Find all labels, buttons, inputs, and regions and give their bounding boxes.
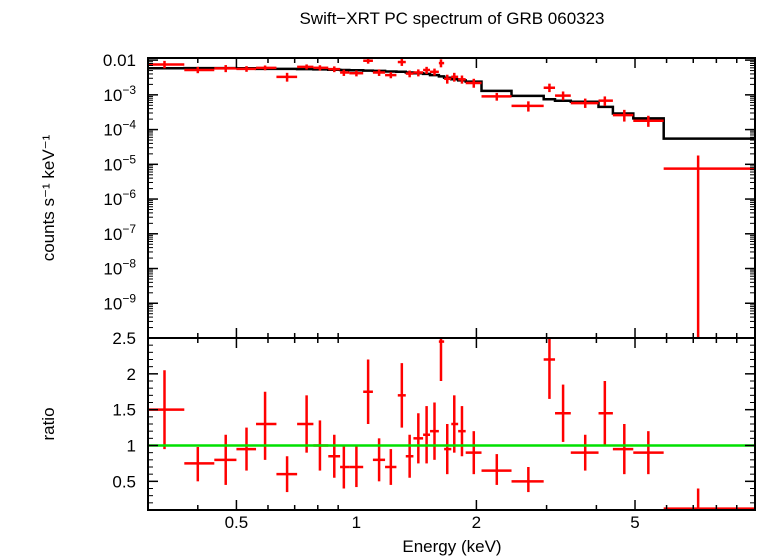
ratio-y-tick-label: 0.5 [112, 472, 136, 491]
x-tick-label: 1 [352, 513, 361, 532]
ratio-y-tick-label: 1.5 [112, 401, 136, 420]
spectrum-data-point [405, 70, 414, 78]
ratio-data-point [612, 424, 634, 475]
y-axis-label: counts s⁻¹ keV⁻¹ [39, 134, 58, 261]
spectrum-data-point [598, 96, 613, 106]
y-tick-label: 10−5 [103, 152, 136, 174]
ratio-data-point [430, 402, 439, 460]
spectrum-data-point [214, 65, 237, 73]
ratio-data-point [451, 395, 459, 453]
spectrum-data-point [423, 66, 431, 74]
ratio-data-point [349, 445, 364, 488]
ratio-data-point [481, 454, 512, 485]
spectrum-data-point [313, 65, 329, 71]
spectrum-data-point [372, 69, 386, 76]
y-tick-label: 10−9 [103, 291, 136, 313]
ratio-data-point [236, 427, 257, 471]
spectrum-data-point [148, 60, 185, 69]
y-tick-label: 10−6 [103, 187, 136, 209]
ratio-y-tick-label: 2.5 [112, 329, 136, 348]
ratio-data-point [297, 395, 314, 453]
ratio-data-point [663, 488, 755, 510]
ratio-data-point [385, 449, 397, 485]
ratio-data-point [328, 434, 341, 478]
spectrum-data-point [465, 78, 482, 88]
ratio-data-point [633, 431, 664, 475]
spectrum-data-point [413, 69, 424, 77]
ratio-data-point [340, 445, 350, 489]
spectrum-data-point [184, 66, 215, 74]
spectrum-data-point [340, 69, 350, 76]
ratio-y-tick-label: 1 [127, 437, 136, 456]
spectrum-data-point [633, 115, 664, 127]
ratio-data-point [458, 406, 466, 457]
spectrum-data-point [349, 70, 364, 77]
spectrum-data-point [612, 109, 634, 122]
spectrum-data-point [236, 66, 257, 72]
spectrum-data-point [511, 101, 544, 112]
spectrum-data-point [451, 72, 459, 82]
ratio-data-point [214, 434, 237, 485]
spectrum-data-point [430, 68, 439, 76]
ratio-data-point [438, 338, 445, 381]
ratio-y-tick-label: 2 [127, 365, 136, 384]
ratio-data-point [570, 434, 599, 471]
spectrum-data-point [397, 58, 406, 66]
spectrum-data-point [385, 72, 397, 79]
chart-title: Swift−XRT PC spectrum of GRB 060323 [299, 9, 604, 28]
x-tick-label: 0.5 [225, 513, 249, 532]
ratio-data-point [543, 338, 556, 399]
y-tick-label: 10−8 [103, 257, 136, 279]
ratio-axis-label: ratio [39, 407, 58, 440]
ratio-data-point [598, 381, 613, 446]
ratio-data-point [444, 424, 452, 475]
spectrum-data-point [458, 75, 466, 84]
y-tick-label: 10−4 [103, 118, 136, 140]
y-tick-label: 10−7 [103, 222, 136, 244]
spectrum-data-point [444, 74, 452, 84]
spectrum-data-point [481, 92, 512, 101]
spectrum-data-point [328, 66, 341, 73]
ratio-data-point [363, 359, 373, 424]
spectrum-data-point [543, 83, 556, 93]
y-tick-label: 0.01 [103, 51, 136, 70]
ratio-data-point [397, 363, 406, 428]
x-tick-label: 5 [630, 513, 639, 532]
ratio-data-point [184, 446, 215, 482]
x-tick-label: 2 [472, 513, 481, 532]
ratio-data-point [256, 391, 277, 460]
spectrum-data-point [276, 72, 298, 82]
ratio-data-point [413, 413, 424, 464]
spectrum-data-point [570, 98, 599, 108]
spectrum-data-point [297, 64, 314, 70]
spectrum-data-point [555, 91, 571, 101]
ratio-data-point [511, 467, 544, 493]
spectrum-data-point [256, 65, 277, 71]
y-tick-label: 10−3 [103, 83, 136, 105]
spectrum-data-point [663, 155, 755, 338]
ratio-data-point [555, 384, 571, 442]
ratio-data-point [276, 456, 298, 493]
ratio-data-point [423, 406, 431, 464]
ratio-data-point [465, 431, 482, 475]
x-axis-label: Energy (keV) [402, 537, 501, 556]
ratio-data-point [405, 434, 414, 478]
spectrum-data-point [438, 59, 445, 68]
